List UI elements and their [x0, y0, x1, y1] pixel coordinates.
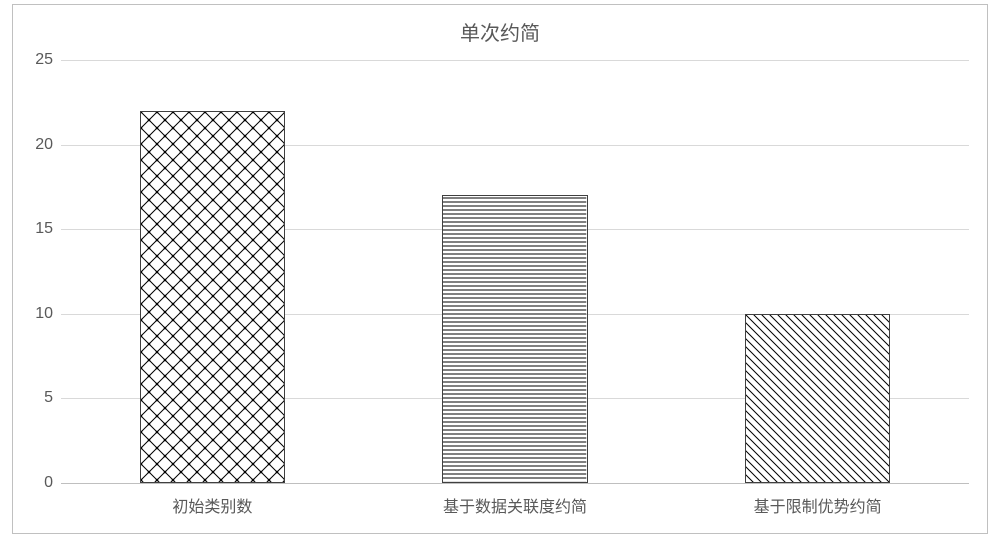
grid-line [61, 60, 969, 61]
x-tick-label: 基于数据关联度约简 [443, 493, 587, 517]
y-tick-label: 10 [21, 305, 53, 323]
y-tick-label: 25 [21, 51, 53, 69]
chart-title: 单次约简 [13, 17, 987, 46]
y-tick-label: 0 [21, 474, 53, 492]
bar [442, 195, 587, 483]
y-tick-label: 5 [21, 389, 53, 407]
bar [140, 111, 285, 483]
y-tick-label: 20 [21, 136, 53, 154]
plot-area: 0510152025初始类别数基于数据关联度约简基于限制优势约简 [61, 60, 969, 483]
baseline [61, 483, 969, 484]
chart-frame: 单次约简 [12, 4, 988, 534]
bar [745, 314, 890, 483]
y-tick-label: 15 [21, 220, 53, 238]
x-tick-label: 基于限制优势约简 [754, 493, 882, 517]
x-tick-label: 初始类别数 [172, 493, 252, 517]
